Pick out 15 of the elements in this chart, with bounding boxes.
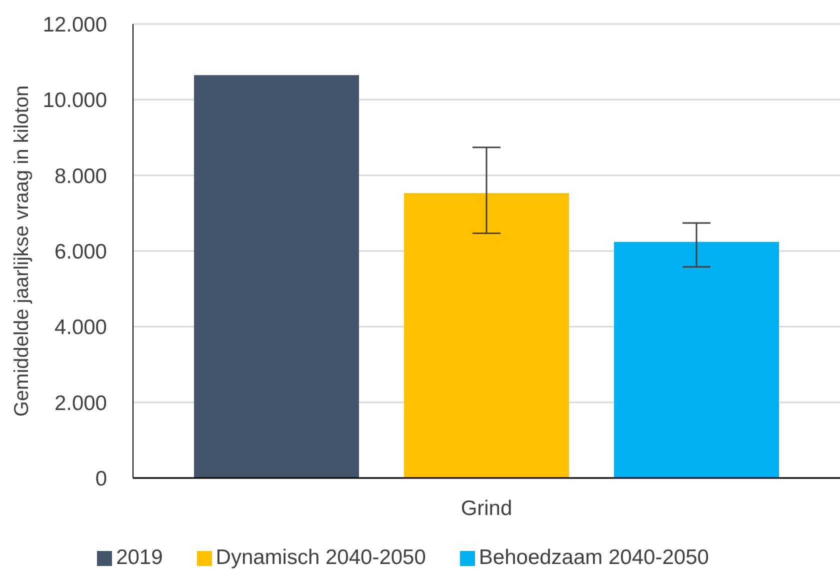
y-tick-label: 10.000	[42, 89, 107, 112]
y-tick-label: 0	[95, 467, 107, 490]
x-tick-label: Grind	[460, 496, 512, 520]
bar	[614, 242, 779, 478]
y-axis-title: Gemiddelde jaarlijkse vraag in kiloton	[11, 85, 33, 417]
y-tick-label: 2.000	[54, 392, 107, 415]
legend-label: Behoedzaam 2040-2050	[478, 546, 709, 569]
y-tick-label: 8.000	[54, 164, 107, 188]
bar	[404, 193, 569, 478]
legend-label: Dynamisch 2040-2050	[216, 546, 426, 569]
y-tick-label: 12.000	[42, 13, 107, 36]
y-tick-label: 6.000	[54, 240, 107, 264]
bar	[194, 75, 359, 478]
y-tick-label: 4.000	[54, 316, 107, 340]
legend-label: 2019	[116, 546, 163, 569]
